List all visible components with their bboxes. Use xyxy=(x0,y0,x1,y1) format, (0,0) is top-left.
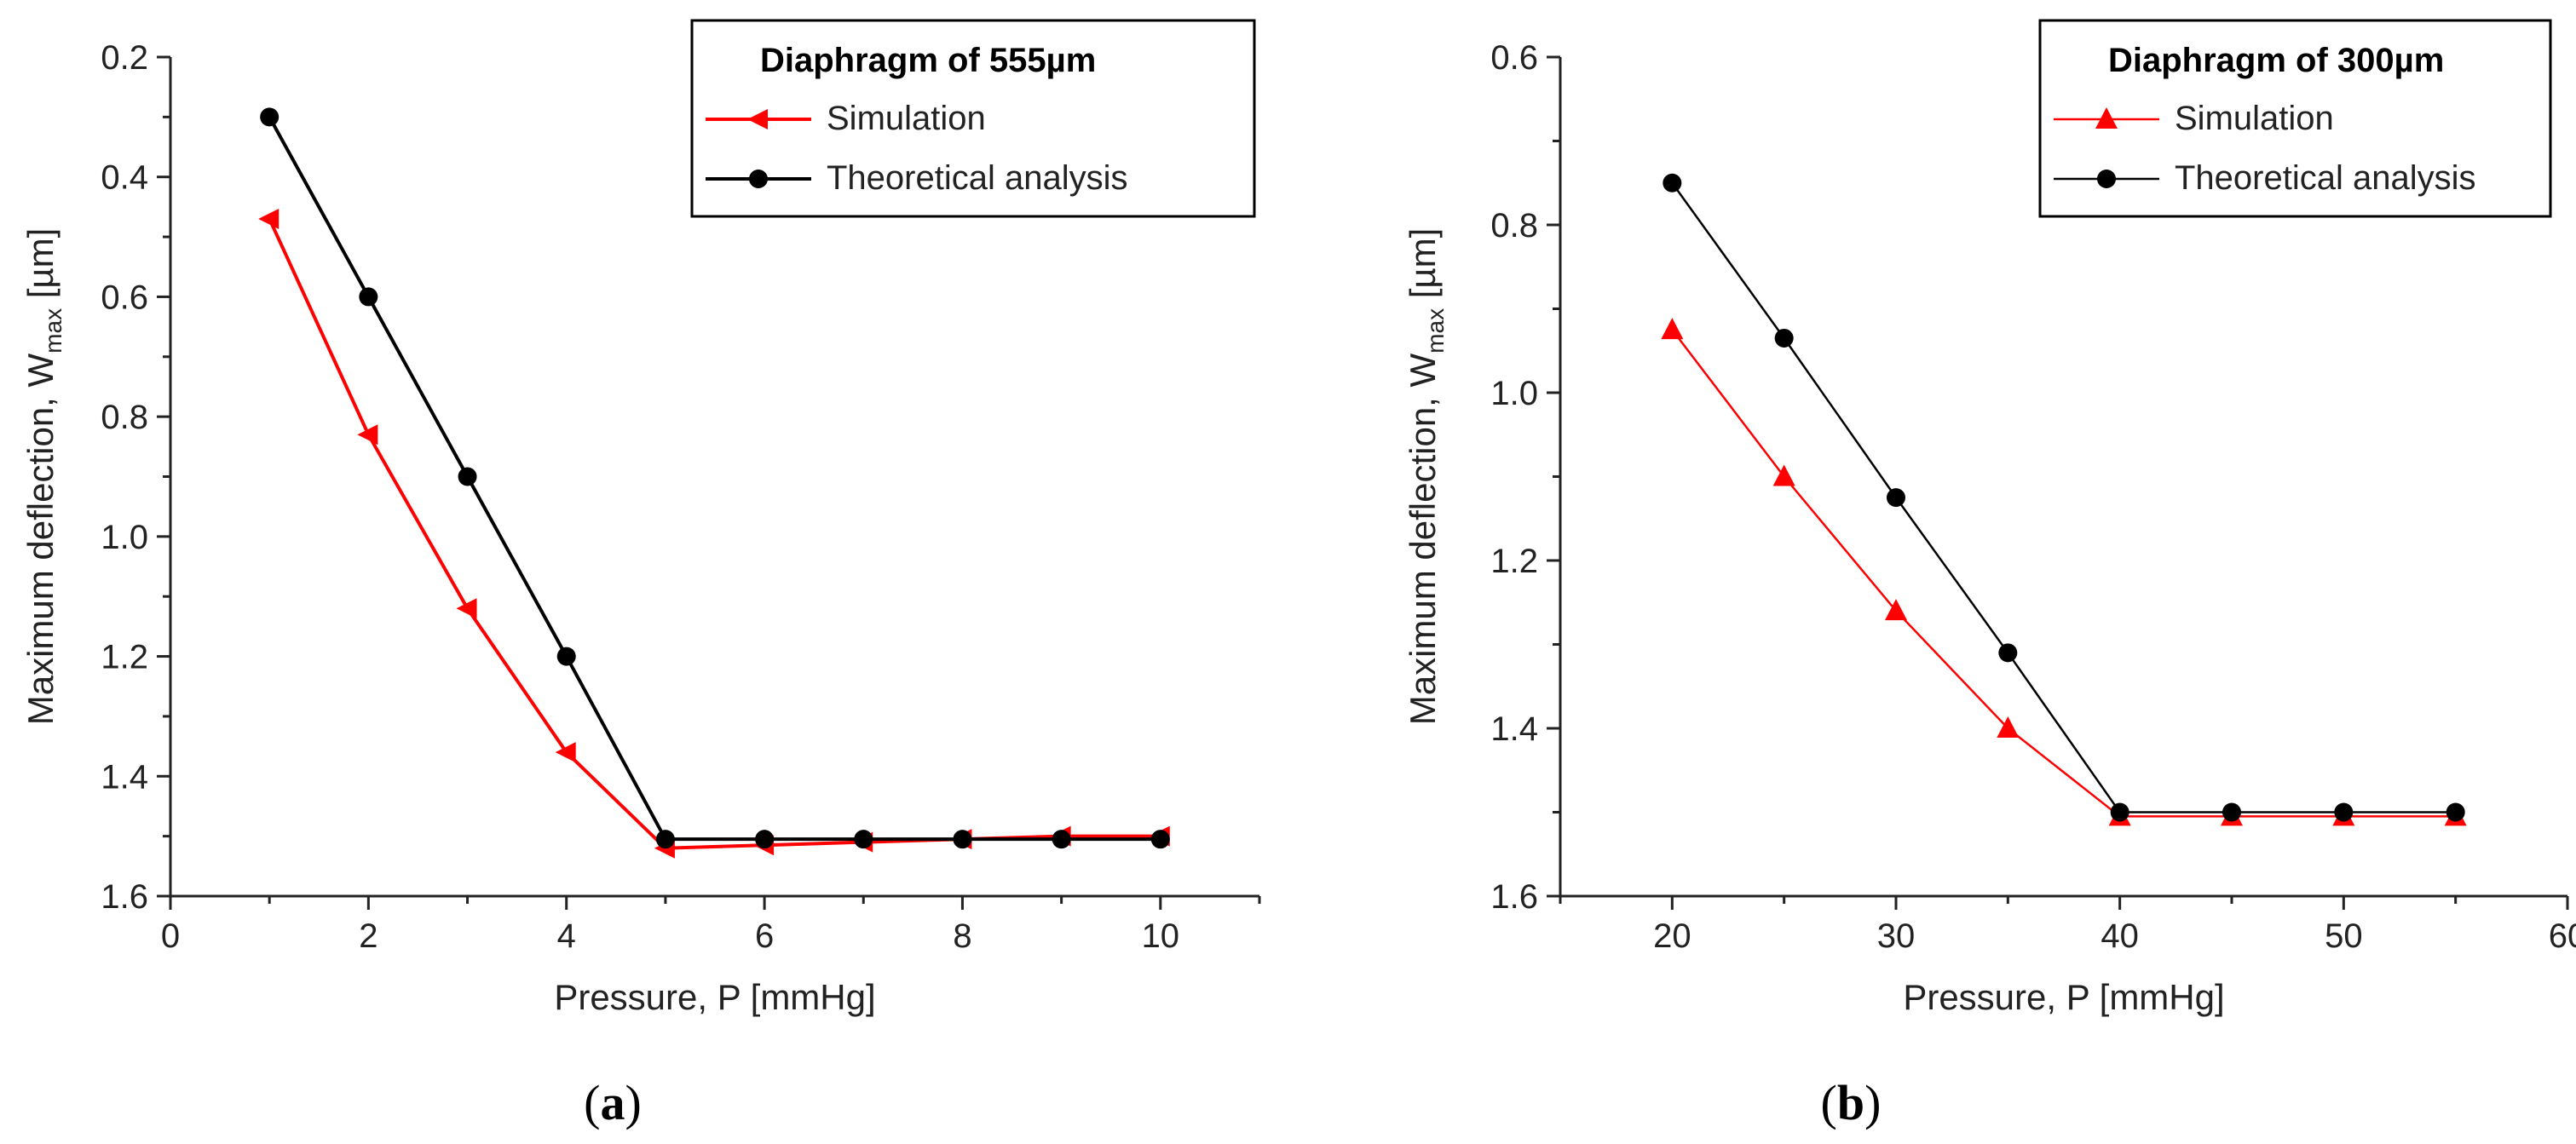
chart-panel-b: 20 30 40 50 60 0.6 0.8 1.0 1.2 1.4 1.6 Pressure, P … xyxy=(1403,19,2576,1130)
legend-marker-theoretical-analysis xyxy=(2097,170,2116,188)
data-point-theoretical-analysis xyxy=(1887,488,1905,508)
data-point-simulation xyxy=(357,424,378,446)
data-point-theoretical-analysis xyxy=(2334,802,2354,822)
y-tick-label: 1.0 xyxy=(1490,375,1538,412)
series-line-theoretical-analysis xyxy=(268,116,1161,842)
data-point-simulation xyxy=(456,598,477,619)
legend-label-simulation: Simulation xyxy=(2175,100,2334,137)
x-tick-label: 30 xyxy=(1877,917,1916,955)
y-tick-label: 1.6 xyxy=(101,878,148,916)
y-tick-label: 1.0 xyxy=(101,519,148,556)
y-axis-title: Maximum deflection, Wmax [µm] xyxy=(1403,228,1449,726)
series-line-simulation xyxy=(1671,329,2456,818)
chart-panel-a: 0 2 4 6 8 10 0.2 0.4 0.6 0.8 1.0 1.2 1.4 1.6 Pressure,… xyxy=(20,19,1261,1130)
panel-label: (a) xyxy=(584,1075,642,1130)
legend-label-simulation: Simulation xyxy=(827,100,986,137)
data-point-simulation xyxy=(1997,716,2020,738)
data-point-theoretical-analysis xyxy=(359,287,378,307)
legend-marker-simulation xyxy=(747,109,768,129)
y-tick-label: 1.4 xyxy=(101,758,148,796)
legend-title: Diaphragm of 300µm xyxy=(2108,42,2444,79)
data-point-theoretical-analysis xyxy=(1774,328,1794,348)
data-point-simulation xyxy=(1661,318,1684,340)
data-point-simulation xyxy=(555,742,576,763)
series-line-theoretical-analysis xyxy=(1671,182,2456,813)
x-tick-label: 50 xyxy=(2325,917,2363,955)
x-tick-label: 6 xyxy=(755,917,774,955)
y-tick-label: 0.6 xyxy=(101,279,148,316)
y-axis-title: Maximum deflection, Wmax [µm] xyxy=(20,228,66,726)
data-point-theoretical-analysis xyxy=(458,467,477,486)
x-axis-title: Pressure, P [mmHg] xyxy=(554,977,875,1017)
data-point-theoretical-analysis xyxy=(2110,802,2129,822)
legend: Diaphragm of 300µm Simulation Theoretical … xyxy=(2038,19,2552,218)
x-tick-label: 0 xyxy=(161,917,180,955)
legend-label-theoretical-analysis: Theoretical analysis xyxy=(827,159,1128,197)
x-tick-label: 20 xyxy=(1653,917,1691,955)
series-line-simulation xyxy=(268,218,1161,850)
data-point-theoretical-analysis xyxy=(1052,830,1071,849)
data-point-theoretical-analysis xyxy=(1998,643,2018,663)
y-tick-label: 0.6 xyxy=(1490,39,1538,77)
y-tick-label: 1.4 xyxy=(1490,710,1538,748)
data-point-theoretical-analysis xyxy=(1150,830,1170,849)
data-point-simulation xyxy=(258,208,279,229)
legend-marker-simulation xyxy=(2095,107,2118,129)
data-point-theoretical-analysis xyxy=(1663,173,1682,193)
data-point-theoretical-analysis xyxy=(2446,802,2465,822)
legend: Diaphragm of 555µm Simulation Theoretical … xyxy=(690,19,1256,218)
legend-marker-theoretical-analysis xyxy=(749,170,768,188)
panel-label: (b) xyxy=(1821,1075,1882,1130)
x-tick-label: 4 xyxy=(557,917,576,955)
x-tick-label: 8 xyxy=(953,917,971,955)
x-tick-label: 10 xyxy=(1142,917,1180,955)
y-tick-label: 0.2 xyxy=(101,39,148,77)
data-point-theoretical-analysis xyxy=(755,830,775,849)
y-tick-label: 0.8 xyxy=(101,399,148,436)
x-tick-label: 2 xyxy=(359,917,377,955)
data-point-theoretical-analysis xyxy=(2222,802,2241,822)
x-tick-label: 60 xyxy=(2549,917,2576,955)
legend-title: Diaphragm of 555µm xyxy=(760,42,1096,79)
x-axis-title: Pressure, P [mmHg] xyxy=(1903,977,2224,1017)
y-tick-label: 1.2 xyxy=(101,639,148,676)
y-tick-label: 0.4 xyxy=(101,159,148,197)
data-point-simulation xyxy=(1772,464,1795,486)
data-point-theoretical-analysis xyxy=(854,830,873,849)
y-tick-label: 1.2 xyxy=(1490,543,1538,580)
data-point-theoretical-analysis xyxy=(953,830,972,849)
y-tick-label: 1.6 xyxy=(1490,878,1538,916)
x-tick-label: 40 xyxy=(2101,917,2139,955)
legend-label-theoretical-analysis: Theoretical analysis xyxy=(2175,159,2476,197)
data-point-theoretical-analysis xyxy=(260,107,279,127)
data-point-simulation xyxy=(1885,599,1907,621)
y-tick-label: 0.8 xyxy=(1490,207,1538,244)
data-point-theoretical-analysis xyxy=(556,647,576,666)
data-point-theoretical-analysis xyxy=(655,830,675,849)
